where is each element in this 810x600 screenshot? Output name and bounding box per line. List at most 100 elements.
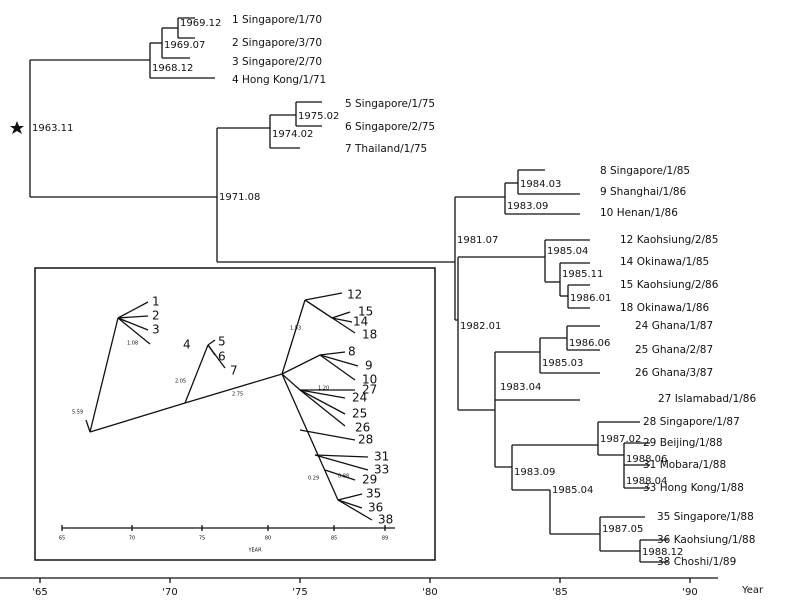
inset-branch <box>89 402 186 433</box>
node-date: 1969.12 <box>180 18 221 29</box>
tip-label: 7 Thailand/1/75 <box>345 143 427 155</box>
inset-branch <box>319 354 359 367</box>
node-date: 1988.04 <box>626 476 667 487</box>
inset-tip: 24 <box>352 391 367 405</box>
inset-tip: 31 <box>374 450 389 464</box>
node-date: 1981.07 <box>457 235 498 246</box>
tip-label: 10 Henan/1/86 <box>600 207 678 219</box>
tip-label: 15 Kaohsiung/2/86 <box>620 279 719 291</box>
inset-branch <box>85 419 91 433</box>
node-date: 1984.03 <box>520 179 561 190</box>
tip-label: 29 Beijing/1/88 <box>643 437 723 449</box>
tip-label: 5 Singapore/1/75 <box>345 98 435 110</box>
inset-tip: 9 <box>365 359 373 373</box>
inset-tip: 5 <box>218 335 226 349</box>
inset-tip: 26 <box>355 421 370 435</box>
inset-tip: 38 <box>378 513 393 527</box>
inset-tip: 10 <box>362 373 377 387</box>
axis-tick-label: '80 <box>422 587 437 598</box>
inset-tip: 7 <box>230 364 238 378</box>
node-date: 1988.12 <box>642 547 683 558</box>
inset-branch-label: 1.08 <box>127 341 138 347</box>
inset-branch <box>299 389 346 415</box>
inset-branch <box>337 499 373 521</box>
axis-tick-label: '70 <box>162 587 177 598</box>
tip-label: 25 Ghana/2/87 <box>635 344 713 356</box>
node-date: 1968.12 <box>152 63 193 74</box>
inset-tip: 15 <box>358 305 373 319</box>
inset-tip: 28 <box>358 433 373 447</box>
inset-tip: 29 <box>362 473 377 487</box>
node-date: 1983.04 <box>500 382 541 393</box>
inset-branch-label: 2.05 <box>175 379 186 385</box>
inset-branch <box>331 311 351 319</box>
node-date: 1987.02 <box>600 434 641 445</box>
inset-branch <box>319 354 356 381</box>
tip-label: 35 Singapore/1/88 <box>657 511 754 523</box>
tip-label: 3 Singapore/2/70 <box>232 56 322 68</box>
inset-branch-label: 5.59 <box>72 410 83 416</box>
inset-branch-label: 0.29 <box>308 476 319 482</box>
tip-label: 27 Islamabad/1/86 <box>658 393 756 405</box>
inset-axis-tick-label: 80 <box>265 536 271 542</box>
inset-branch <box>299 389 346 399</box>
inset-tip: 4 <box>183 338 191 352</box>
inset-tip: 3 <box>152 323 160 337</box>
inset-branch <box>281 373 301 391</box>
node-date: 1988.06 <box>626 454 667 465</box>
inset-tip: 25 <box>352 407 367 421</box>
tip-label: 24 Ghana/1/87 <box>635 320 713 332</box>
node-date: 1983.09 <box>507 201 548 212</box>
inset-branch <box>281 373 339 501</box>
inset-branch <box>299 429 356 441</box>
inset-branch <box>304 292 343 301</box>
inset-branch <box>184 373 283 404</box>
tip-label: 38 Choshi/1/89 <box>657 556 736 568</box>
axis-tick-label: '65 <box>32 587 47 598</box>
inset-branch <box>281 299 306 375</box>
axis-tick-label: '75 <box>292 587 307 598</box>
tip-label: 2 Singapore/3/70 <box>232 37 322 49</box>
inset-branch <box>184 344 209 404</box>
inset-tip: 8 <box>348 345 356 359</box>
node-date: 1985.03 <box>542 358 583 369</box>
inset-axis-tick-label: 70 <box>129 536 135 542</box>
inset-axis-tick-label: 85 <box>331 536 337 542</box>
inset-branch <box>324 469 356 481</box>
axis-label: Year <box>741 585 764 596</box>
tip-label: 14 Okinawa/1/85 <box>620 256 709 268</box>
inset-branch <box>281 354 321 375</box>
node-date: 1986.06 <box>569 338 610 349</box>
inset-tip: 1 <box>152 295 160 309</box>
inset-axis-tick-label: 75 <box>199 536 205 542</box>
node-date: 1986.01 <box>570 293 611 304</box>
inset-branch <box>319 351 346 356</box>
node-date: 1983.09 <box>514 467 555 478</box>
tip-label: 33 Hong Kong/1/88 <box>643 482 744 494</box>
node-date: 1974.02 <box>272 129 313 140</box>
inset-branch <box>117 317 149 331</box>
tip-label: 9 Shanghai/1/86 <box>600 186 687 198</box>
node-date: 1985.04 <box>552 485 593 496</box>
inset-branch <box>314 454 369 458</box>
inset-tip: 35 <box>366 487 381 501</box>
node-date: 1987.05 <box>602 524 643 535</box>
node-date: 1969.07 <box>164 40 205 51</box>
node-date: 1985.11 <box>562 269 603 280</box>
inset-axis-tick-label: 89 <box>382 536 388 542</box>
inset-branch <box>117 317 151 345</box>
tip-label: 36 Kaohsiung/1/88 <box>657 534 755 546</box>
inset-axis-label: YEAR <box>247 548 262 554</box>
axis-tick-label: '90 <box>682 587 697 598</box>
inset-frame <box>34 267 436 561</box>
node-date: 1971.08 <box>219 192 260 203</box>
inset-tip: 6 <box>218 350 226 364</box>
inset-tip: 2 <box>152 309 160 323</box>
root-star <box>10 121 24 134</box>
inset-branch <box>337 493 363 501</box>
inset-branch <box>117 301 149 319</box>
inset-branch <box>207 339 216 346</box>
node-date: 1975.02 <box>298 111 339 122</box>
inset-branch <box>89 317 119 433</box>
